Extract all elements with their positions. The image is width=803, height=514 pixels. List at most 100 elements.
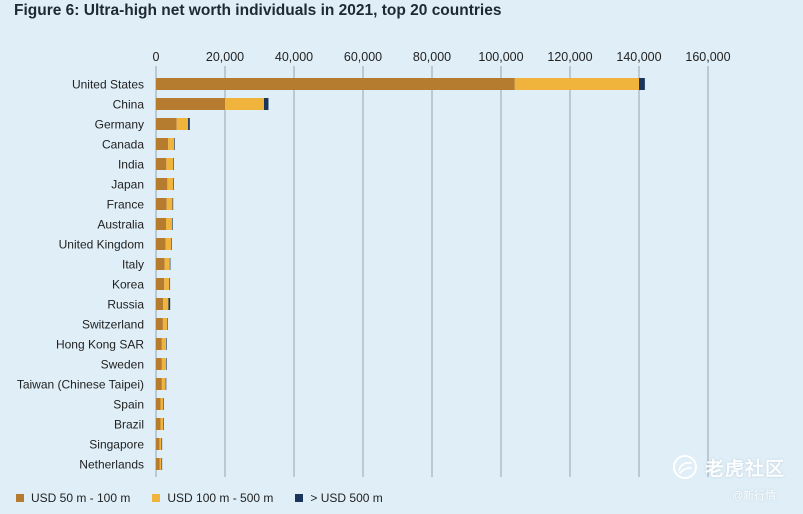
bar-segment: [171, 238, 172, 250]
bar-segment: [156, 418, 161, 430]
bar-segment: [156, 158, 167, 170]
bar-segment: [156, 218, 167, 230]
x-tick-label: 100,000: [478, 50, 523, 64]
category-label: Sweden: [101, 358, 144, 372]
bar-segment: [514, 78, 639, 90]
x-axis-ticks: 0 20,000 40,000 60,000 80,000 100,000 120,000 1…: [153, 50, 731, 64]
bar-segment: [176, 118, 189, 130]
bar-segment: [164, 258, 170, 270]
legend: USD 50 m - 100 m USD 100 m - 500 m > USD…: [16, 489, 405, 507]
bar-segment: [166, 158, 174, 170]
category-label: France: [107, 198, 145, 212]
bars: [156, 78, 645, 470]
category-label: Canada: [102, 138, 144, 152]
x-tick-label: 80,000: [413, 50, 451, 64]
bar-segment: [159, 438, 162, 450]
bar-segment: [167, 178, 174, 190]
bar-segment: [156, 98, 225, 110]
bar-segment: [156, 258, 165, 270]
category-labels: United States China Germany Canada India Japa…: [17, 78, 145, 472]
bar-segment: [639, 78, 645, 90]
bar-segment: [162, 318, 168, 330]
bar-segment: [156, 278, 165, 290]
x-tick-label: 120,000: [547, 50, 592, 64]
bar-segment: [161, 338, 167, 350]
bar-segment: [263, 98, 269, 110]
bar-segment: [174, 138, 175, 150]
category-label: Netherlands: [79, 458, 144, 472]
chart-title: Figure 6: Ultra-high net worth individua…: [14, 2, 502, 19]
category-label: Taiwan (Chinese Taipei): [17, 378, 144, 392]
bar-segment: [161, 458, 163, 470]
bar-segment: [161, 438, 163, 450]
bar-segment: [167, 318, 168, 330]
bar-segment: [156, 178, 168, 190]
bar-segment: [225, 98, 264, 110]
bar-segment: [163, 298, 169, 310]
bar-segment: [156, 338, 162, 350]
legend-label: > USD 500 m: [310, 491, 383, 505]
watermark-sub-text: @新行情: [732, 490, 777, 502]
legend-label: USD 100 m - 500 m: [167, 491, 274, 505]
bar-segment: [169, 258, 171, 270]
bar-segment: [172, 218, 173, 230]
bar-segment: [160, 418, 164, 430]
bar-segment: [156, 398, 161, 410]
bar-segment: [168, 138, 175, 150]
bar-segment: [163, 418, 164, 430]
gridlines: [155, 66, 709, 477]
bar-segment: [165, 238, 172, 250]
category-label: United Kingdom: [59, 238, 144, 252]
bar-segment: [173, 178, 174, 190]
x-tick-label: 60,000: [344, 50, 382, 64]
category-label: China: [113, 98, 145, 112]
bar-segment: [163, 398, 164, 410]
bar-segment: [161, 358, 167, 370]
legend-item-500m-plus: > USD 500 m: [295, 491, 383, 505]
bar-segment: [166, 198, 173, 210]
category-label: Australia: [97, 218, 144, 232]
x-tick-label: 0: [153, 50, 160, 64]
x-tick-label: 40,000: [275, 50, 313, 64]
category-label: India: [118, 158, 144, 172]
watermark-main-text: 老虎社区: [705, 459, 786, 480]
legend-label: USD 50 m - 100 m: [31, 491, 131, 505]
category-label: Brazil: [114, 418, 144, 432]
x-tick-label: 140,000: [616, 50, 661, 64]
legend-swatch: [295, 494, 304, 502]
bar-segment: [166, 218, 173, 230]
category-label: Korea: [112, 278, 144, 292]
category-label: Spain: [113, 398, 144, 412]
legend-item-50-100m: USD 50 m - 100 m: [16, 491, 130, 505]
watermark: 老虎社区 @新行情: [672, 452, 800, 510]
bar-segment: [169, 278, 171, 290]
bar-segment: [156, 438, 160, 450]
bar-segment: [156, 318, 163, 330]
bar-segment: [172, 198, 174, 210]
legend-swatch: [16, 494, 24, 502]
bar-segment: [164, 278, 170, 290]
bar-segment: [166, 338, 167, 350]
bar-segment: [156, 378, 162, 390]
tiger-logo-icon: [673, 455, 697, 479]
category-label: Hong Kong SAR: [56, 338, 144, 352]
bar-segment: [156, 358, 162, 370]
category-label: Singapore: [89, 438, 144, 452]
bar-segment: [156, 138, 169, 150]
category-label: Germany: [95, 118, 144, 132]
bar-segment: [156, 458, 160, 470]
category-label: United States: [72, 78, 144, 92]
x-tick-label: 20,000: [206, 50, 244, 64]
category-label: Japan: [111, 178, 144, 192]
x-tick-label: 160,000: [685, 50, 730, 64]
bar-segment: [156, 198, 167, 210]
bar-segment: [159, 458, 162, 470]
bar-segment: [156, 78, 515, 90]
category-label: Italy: [122, 258, 144, 272]
bar-segment: [166, 358, 167, 370]
bar-segment: [156, 298, 164, 310]
legend-swatch: [152, 494, 161, 502]
bar-segment: [156, 118, 177, 130]
bar-segment: [173, 158, 174, 170]
